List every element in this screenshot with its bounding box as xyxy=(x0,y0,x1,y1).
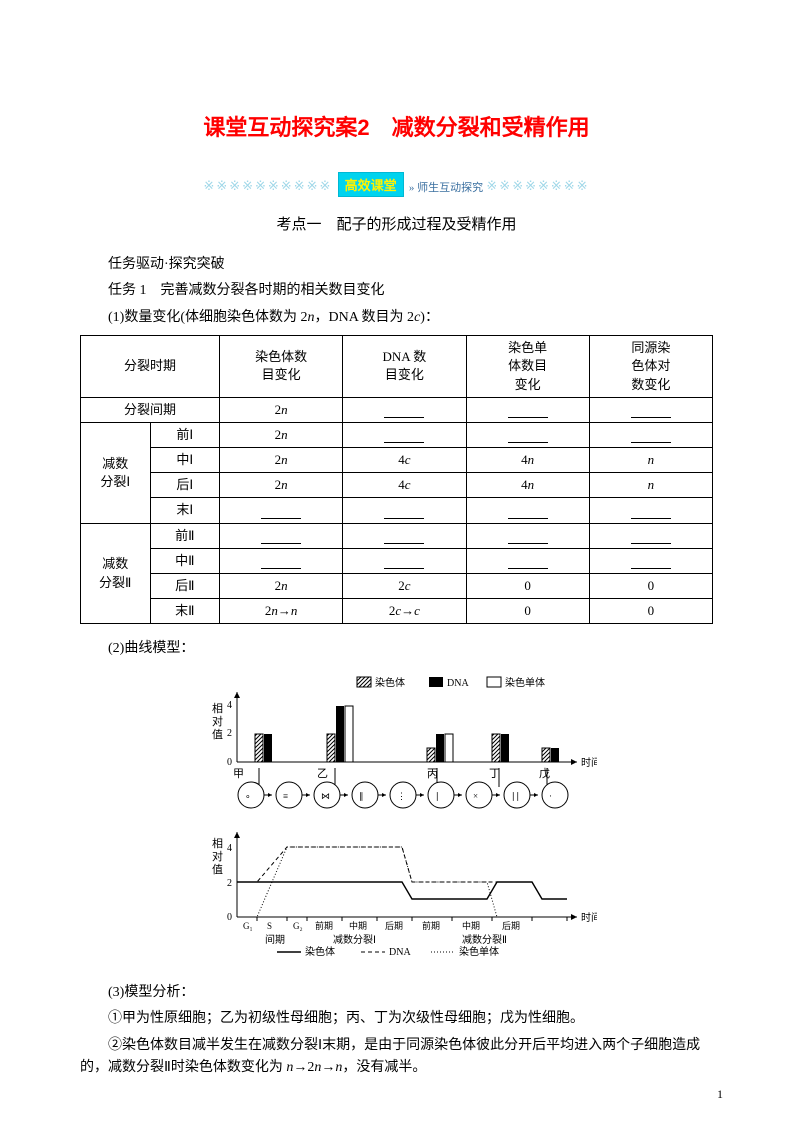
svg-text:G₂: G₂ xyxy=(293,921,303,931)
svg-text:∣∣: ∣∣ xyxy=(511,791,520,801)
svg-text:4: 4 xyxy=(227,700,232,711)
svg-text:戊: 戊 xyxy=(539,767,550,780)
task-line2: 任务 1 完善减数分裂各时期的相关数目变化 xyxy=(80,280,713,302)
svg-text:中期: 中期 xyxy=(349,920,367,931)
svg-text:时间: 时间 xyxy=(581,911,597,924)
svg-text:G₁: G₁ xyxy=(243,921,253,931)
part3-p1: ①甲为性原细胞；乙为初级性母细胞；丙、丁为次级性母细胞；戊为性细胞。 xyxy=(80,1008,713,1030)
svg-text:0: 0 xyxy=(227,912,232,923)
svg-text:相: 相 xyxy=(212,837,223,850)
svg-text:丁: 丁 xyxy=(489,768,500,780)
part2-label: (2)曲线模型： xyxy=(80,638,713,660)
svg-text:减数分裂Ⅰ: 减数分裂Ⅰ xyxy=(333,933,376,946)
svg-text:丙: 丙 xyxy=(427,768,438,780)
curve-svg: 染色体 DNA 染色单体 相 对 值 4 2 xyxy=(197,667,597,967)
svg-text:≡: ≡ xyxy=(283,791,288,801)
svg-text:0: 0 xyxy=(227,757,232,768)
section-heading: 考点一 配子的形成过程及受精作用 xyxy=(80,213,713,234)
svg-text:·: · xyxy=(549,791,552,801)
svg-text:⋈: ⋈ xyxy=(321,791,330,801)
svg-text:∘: ∘ xyxy=(245,791,251,801)
svg-text:2: 2 xyxy=(227,878,232,889)
task-line1: 任务驱动·探究突破 xyxy=(80,254,713,276)
yaxis-top-label-1: 相 xyxy=(212,702,223,715)
svg-text:染色体: 染色体 xyxy=(305,945,335,958)
banner-dots-right: ※※※※※※※※ xyxy=(486,178,589,193)
svg-text:DNA: DNA xyxy=(389,947,411,958)
svg-text:⋮: ⋮ xyxy=(397,791,406,801)
curve-model-diagram: 染色体 DNA 染色单体 相 对 值 4 2 xyxy=(80,667,713,972)
svg-text:后期: 后期 xyxy=(502,921,520,931)
svg-text:减数分裂Ⅱ: 减数分裂Ⅱ xyxy=(462,933,507,946)
page-number: 1 xyxy=(717,1087,723,1102)
svg-text:甲: 甲 xyxy=(233,768,244,780)
page: 课堂互动探究案2 减数分裂和受精作用 ※※※※※※※※※※ 高效课堂 » 师生互… xyxy=(0,0,793,1122)
legend-chromatid: 染色单体 xyxy=(505,676,545,689)
svg-text:对: 对 xyxy=(212,714,223,728)
svg-text:前期: 前期 xyxy=(315,920,333,931)
svg-text:×: × xyxy=(473,791,478,801)
banner: ※※※※※※※※※※ 高效课堂 » 师生互动探究 ※※※※※※※※ xyxy=(80,172,713,197)
svg-text:S: S xyxy=(267,921,272,931)
svg-text:染色单体: 染色单体 xyxy=(459,945,499,958)
svg-text:间期: 间期 xyxy=(265,933,285,946)
svg-text:2: 2 xyxy=(227,728,232,739)
svg-text:4: 4 xyxy=(227,843,232,854)
svg-text:后期: 后期 xyxy=(385,921,403,931)
banner-dots-left: ※※※※※※※※※※ xyxy=(203,178,332,193)
svg-text:中期: 中期 xyxy=(462,920,480,931)
banner-label: 高效课堂 xyxy=(338,172,404,197)
svg-text:时间: 时间 xyxy=(581,756,597,769)
task-line3: (1)数量变化(体细胞染色体数为 2n，DNA 数目为 2c)： xyxy=(80,307,713,329)
svg-text:前期: 前期 xyxy=(422,920,440,931)
svg-text:∥: ∥ xyxy=(359,791,364,801)
svg-text:∣: ∣ xyxy=(435,791,440,801)
doc-title: 课堂互动探究案2 减数分裂和受精作用 xyxy=(80,110,713,142)
legend-chrom: 染色体 xyxy=(375,676,405,689)
part3-p2: ②染色体数目减半发生在减数分裂Ⅰ末期，是由于同源染色体彼此分开后平均进入两个子细… xyxy=(80,1035,713,1080)
svg-text:对: 对 xyxy=(212,849,223,863)
legend-dna: DNA xyxy=(447,678,469,689)
svg-text:乙: 乙 xyxy=(317,767,328,780)
banner-sub: » 师生互动探究 xyxy=(409,182,483,194)
part3-label: (3)模型分析： xyxy=(80,982,713,1004)
svg-text:值: 值 xyxy=(212,863,223,876)
meiosis-table: 分裂时期染色体数目变化DNA 数目变化染色单体数目变化同源染色体对数变化分裂间期… xyxy=(80,335,713,624)
svg-text:值: 值 xyxy=(212,728,223,741)
